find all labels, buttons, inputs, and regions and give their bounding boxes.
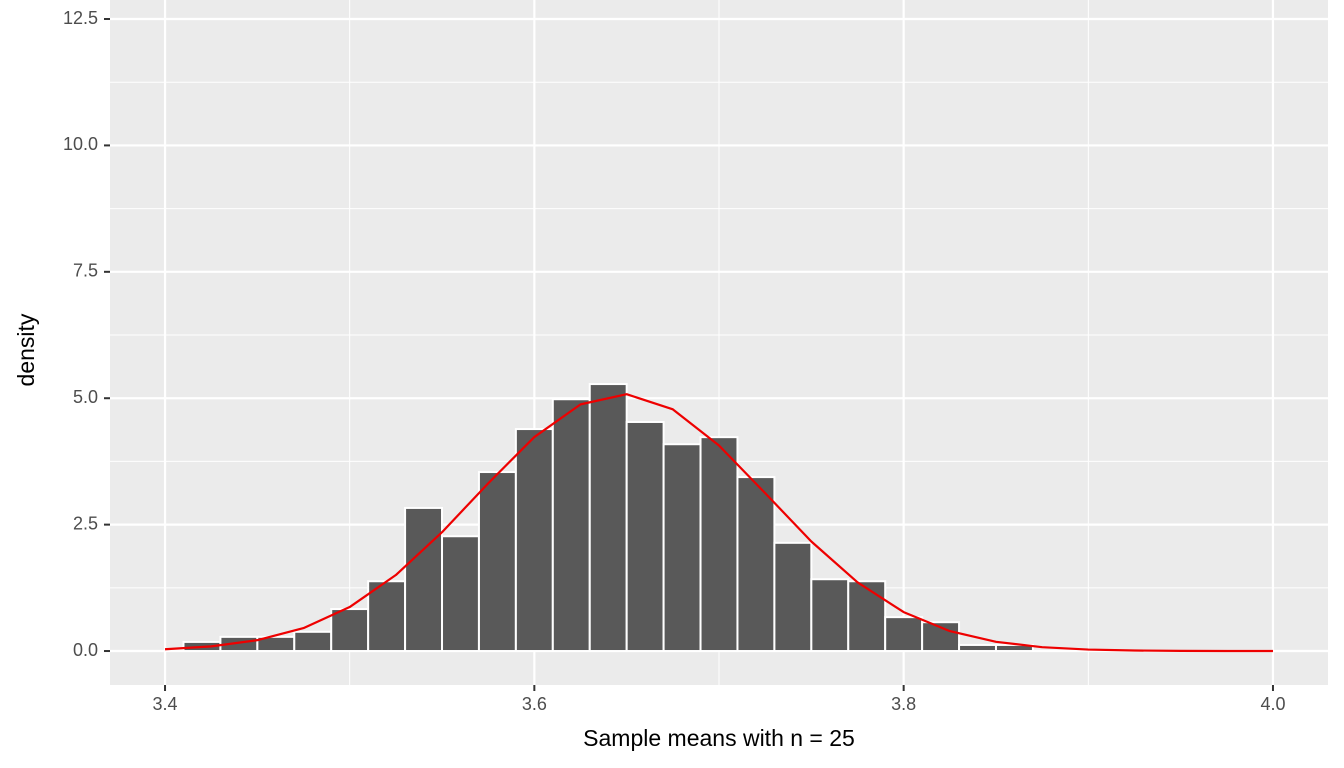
bar <box>662 443 702 653</box>
bar <box>588 383 628 653</box>
bar <box>810 578 850 653</box>
x-tick-label: 3.4 <box>153 694 178 714</box>
y-tick-label: 7.5 <box>73 261 98 281</box>
bar <box>625 420 665 653</box>
bar <box>958 643 997 653</box>
x-axis-title: Sample means with n = 25 <box>583 725 855 751</box>
bar <box>330 608 370 653</box>
bar <box>477 471 517 653</box>
bar <box>367 580 407 653</box>
y-tick-label: 2.5 <box>73 513 98 533</box>
bar <box>551 398 591 653</box>
bar <box>699 436 739 653</box>
bar <box>514 428 554 653</box>
bar <box>847 580 887 653</box>
x-tick-label: 4.0 <box>1260 694 1285 714</box>
bar <box>293 630 333 653</box>
bar <box>773 541 813 653</box>
x-tick-label: 3.8 <box>891 694 916 714</box>
bar <box>404 506 444 653</box>
y-tick-label: 5.0 <box>73 387 98 407</box>
y-tick-label: 12.5 <box>63 8 98 28</box>
density-curve <box>164 393 1273 653</box>
y-axis-title: density <box>13 313 39 386</box>
x-tick-label: 3.6 <box>522 694 547 714</box>
bar <box>441 535 480 653</box>
bar <box>884 616 924 653</box>
marks <box>164 383 1273 653</box>
bar <box>736 476 776 653</box>
y-tick-label: 10.0 <box>63 134 98 154</box>
y-tick-label: 0.0 <box>73 640 98 660</box>
